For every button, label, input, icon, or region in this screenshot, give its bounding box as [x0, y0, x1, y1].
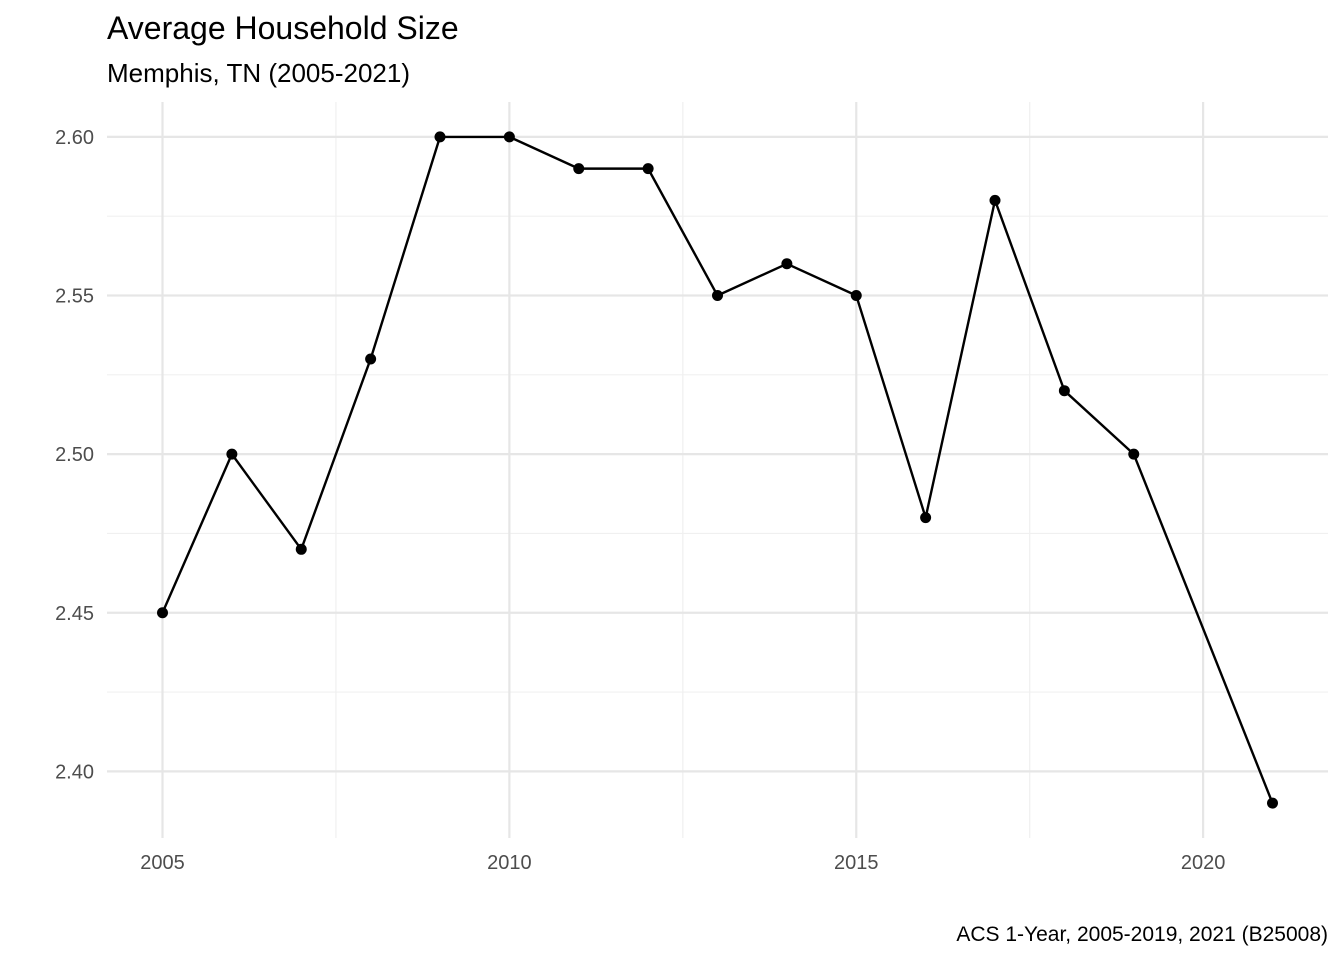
minor-gridlines [107, 102, 1328, 838]
data-point-2016 [920, 512, 932, 524]
chart-subtitle: Memphis, TN (2005-2021) [107, 58, 410, 88]
data-point-2007 [295, 543, 307, 555]
data-point-2011 [573, 163, 585, 175]
data-point-2017 [989, 194, 1001, 206]
data-points [157, 131, 1278, 809]
y-tick-label-2.45: 2.45 [55, 603, 94, 625]
data-point-2018 [1058, 385, 1070, 397]
data-point-2014 [781, 258, 793, 270]
data-point-2008 [365, 353, 377, 365]
chart-caption: ACS 1-Year, 2005-2019, 2021 (B25008) [956, 923, 1328, 946]
y-axis-tick-labels: 2.40 2.45 2.50 2.55 2.60 [55, 127, 94, 783]
chart-title: Average Household Size [107, 10, 459, 46]
x-tick-label-2010: 2010 [487, 852, 532, 874]
data-point-2015 [850, 290, 862, 302]
y-tick-label-2.60: 2.60 [55, 127, 94, 149]
data-point-2021 [1267, 797, 1278, 809]
y-tick-label-2.55: 2.55 [55, 286, 94, 308]
x-tick-label-2020: 2020 [1181, 852, 1226, 874]
x-tick-label-2015: 2015 [834, 852, 879, 874]
data-point-2012 [642, 163, 654, 175]
y-tick-label-2.40: 2.40 [55, 761, 94, 783]
major-gridlines [107, 102, 1328, 838]
data-point-2006 [226, 448, 238, 460]
data-point-2019 [1128, 448, 1140, 460]
data-point-2013 [712, 290, 723, 302]
y-tick-label-2.50: 2.50 [55, 444, 94, 466]
x-tick-label-2005: 2005 [140, 852, 185, 874]
data-point-2010 [503, 131, 515, 143]
data-point-2005 [157, 607, 168, 619]
series-line [161, 135, 1274, 804]
x-axis-tick-labels: 2005 2010 2015 2020 [140, 852, 1225, 874]
data-point-2009 [434, 131, 446, 143]
